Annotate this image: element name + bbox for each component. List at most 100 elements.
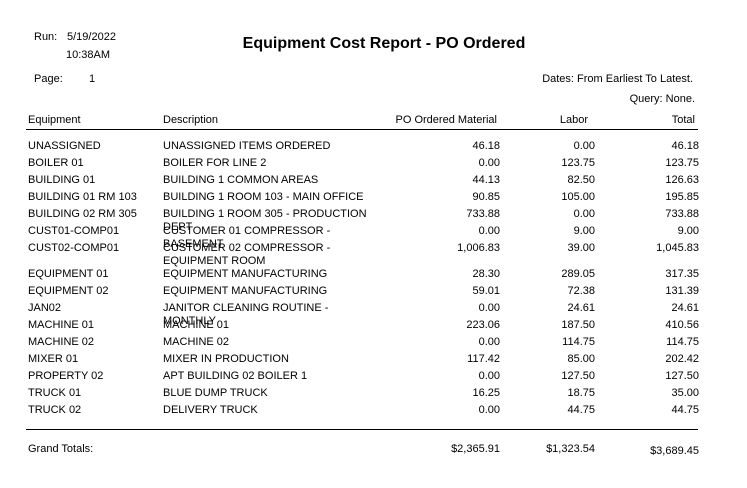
table-row: MACHINE 02 MACHINE 02 0.00 114.75 114.75 — [0, 336, 747, 353]
equipment-cell: CUST02-COMP01 — [28, 242, 120, 254]
material-cell: 90.85 — [472, 191, 500, 203]
total-cell: 410.56 — [665, 319, 699, 331]
description-cell: EQUIPMENT MANUFACTURING — [163, 285, 328, 297]
total-cell: 202.42 — [665, 353, 699, 365]
description-cell: DELIVERY TRUCK — [163, 404, 258, 416]
table-row: BOILER 01 BOILER FOR LINE 2 0.00 123.75 … — [0, 157, 747, 174]
description-cell: EQUIPMENT MANUFACTURING — [163, 268, 328, 280]
labor-cell: 72.38 — [567, 285, 595, 297]
equipment-cell: BOILER 01 — [28, 157, 84, 169]
table-row: MACHINE 01 MACHINE 01 223.06 187.50 410.… — [0, 319, 747, 336]
description-cell: BOILER FOR LINE 2 — [163, 157, 267, 169]
material-cell: 0.00 — [478, 302, 500, 314]
labor-cell: 39.00 — [567, 242, 595, 254]
run-label: Run: — [34, 31, 58, 43]
description-cell: CUSTOMER 02 COMPRESSOR - EQUIPMENT ROOM — [163, 242, 331, 267]
run-time: 10:38AM — [66, 49, 111, 61]
totals-divider — [26, 429, 698, 430]
total-cell: 127.50 — [665, 370, 699, 382]
equipment-cell: MACHINE 02 — [28, 336, 95, 348]
run-date: 5/19/2022 — [67, 31, 116, 43]
table-row: CUST02-COMP01 CUSTOMER 02 COMPRESSOR - E… — [0, 242, 747, 268]
description-cell: JANITOR CLEANING ROUTINE - MONTHLY — [163, 302, 329, 327]
table-row: UNASSIGNED UNASSIGNED ITEMS ORDERED 46.1… — [0, 140, 747, 157]
material-cell: 0.00 — [478, 404, 500, 416]
material-cell: 0.00 — [478, 370, 500, 382]
equipment-cell: BUILDING 01 — [28, 174, 96, 186]
col-header-labor: Labor — [559, 114, 588, 126]
table-row: BUILDING 01 BUILDING 1 COMMON AREAS 44.1… — [0, 174, 747, 191]
table-row: JAN02 JANITOR CLEANING ROUTINE - MONTHLY… — [0, 302, 747, 327]
equipment-cell: TRUCK 02 — [28, 404, 82, 416]
labor-cell: 114.75 — [562, 336, 595, 348]
table-row: CUST01-COMP01 CUSTOMER 01 COMPRESSOR - B… — [0, 225, 747, 250]
col-header-material: PO Ordered Material — [395, 114, 497, 126]
total-cell: 24.61 — [671, 302, 699, 314]
grand-total-material: $2,365.91 — [451, 443, 500, 455]
page-label: Page: — [34, 73, 63, 85]
labor-cell: 187.50 — [561, 319, 595, 331]
col-header-equipment: Equipment — [28, 114, 81, 126]
labor-cell: 85.00 — [567, 353, 595, 365]
total-cell: 44.75 — [671, 404, 699, 416]
equipment-cell: EQUIPMENT 01 — [28, 268, 109, 280]
material-cell: 59.01 — [472, 285, 500, 297]
description-cell: BUILDING 1 ROOM 103 - MAIN OFFICE — [163, 191, 364, 203]
equipment-cell: BUILDING 01 RM 103 — [28, 191, 137, 203]
page-number: 1 — [89, 73, 96, 85]
equipment-cell: BUILDING 02 RM 305 — [28, 208, 137, 220]
material-cell: 46.18 — [472, 140, 500, 152]
query-text: Query: None. — [629, 93, 695, 105]
labor-cell: 9.00 — [573, 225, 595, 237]
dates-range: Dates: From Earliest To Latest. — [542, 73, 693, 85]
total-cell: 126.63 — [665, 174, 699, 186]
description-cell: MIXER IN PRODUCTION — [163, 353, 289, 365]
table-row: PROPERTY 02 APT BUILDING 02 BOILER 1 0.0… — [0, 370, 747, 387]
equipment-cell: JAN02 — [28, 302, 62, 314]
labor-cell: 44.75 — [567, 404, 595, 416]
equipment-cell: TRUCK 01 — [28, 387, 82, 399]
material-cell: 44.13 — [472, 174, 500, 186]
table-row: EQUIPMENT 02 EQUIPMENT MANUFACTURING 59.… — [0, 285, 747, 302]
labor-cell: 105.00 — [561, 191, 595, 203]
total-cell: 317.35 — [665, 268, 699, 280]
labor-cell: 123.75 — [561, 157, 595, 169]
description-cell: CUSTOMER 01 COMPRESSOR - BASEMENT — [163, 225, 331, 250]
table-row: TRUCK 02 DELIVERY TRUCK 0.00 44.75 44.75 — [0, 404, 747, 421]
header-divider — [26, 129, 698, 130]
equipment-cell: UNASSIGNED — [28, 140, 101, 152]
material-cell: 733.88 — [466, 208, 500, 220]
labor-cell: 18.75 — [567, 387, 595, 399]
grand-totals-row: Grand Totals: $2,365.91 $1,323.54 $3,689… — [0, 443, 747, 460]
total-cell: 9.00 — [677, 225, 699, 237]
col-header-description: Description — [163, 114, 219, 126]
material-cell: 1,006.83 — [457, 242, 500, 254]
description-cell: MACHINE 02 — [163, 336, 230, 348]
material-cell: 0.00 — [478, 157, 500, 169]
total-cell: 1,045.83 — [656, 242, 699, 254]
description-cell: UNASSIGNED ITEMS ORDERED — [163, 140, 331, 152]
total-cell: 195.85 — [665, 191, 699, 203]
table-row: TRUCK 01 BLUE DUMP TRUCK 16.25 18.75 35.… — [0, 387, 747, 404]
labor-cell: 0.00 — [573, 208, 595, 220]
table-row: BUILDING 02 RM 305 BUILDING 1 ROOM 305 -… — [0, 208, 747, 233]
equipment-cell: MACHINE 01 — [28, 319, 95, 331]
description-cell: BUILDING 1 ROOM 305 - PRODUCTION DEPT — [163, 208, 367, 233]
total-cell: 46.18 — [671, 140, 699, 152]
labor-cell: 127.50 — [561, 370, 595, 382]
grand-total: $3,689.45 — [650, 445, 699, 457]
description-cell: BUILDING 1 COMMON AREAS — [163, 174, 319, 186]
grand-total-labor: $1,323.54 — [546, 443, 595, 455]
col-header-total: Total — [671, 114, 695, 126]
description-cell: MACHINE 01 — [163, 319, 230, 331]
material-cell: 223.06 — [466, 319, 500, 331]
total-cell: 123.75 — [665, 157, 699, 169]
total-cell: 114.75 — [666, 336, 699, 348]
labor-cell: 0.00 — [573, 140, 595, 152]
labor-cell: 82.50 — [567, 174, 595, 186]
material-cell: 0.00 — [478, 336, 500, 348]
labor-cell: 289.05 — [561, 268, 595, 280]
total-cell: 733.88 — [665, 208, 699, 220]
equipment-cell: CUST01-COMP01 — [28, 225, 120, 237]
labor-cell: 24.61 — [567, 302, 595, 314]
